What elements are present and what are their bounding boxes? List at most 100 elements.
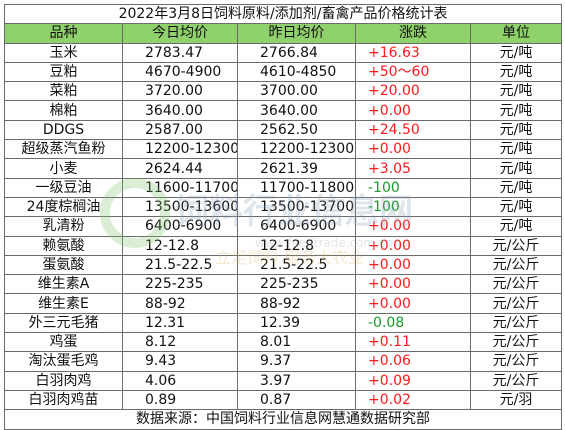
cell-today: 225-235 [122, 274, 238, 295]
table-row: 乳清粉 6400-6900 6400-6900 +0.00 元/吨 [4, 216, 563, 237]
table-row: 菜粕 3720.00 3700.00 +20.00 元/吨 [4, 81, 563, 102]
cell-unit: 元/吨 [469, 42, 563, 63]
cell-today: 0.89 [122, 389, 238, 411]
cell-name: 维生素E [4, 293, 123, 314]
cell-unit: 元/吨 [469, 81, 563, 102]
cell-today: 3720.00 [122, 81, 238, 102]
cell-today: 9.43 [122, 351, 238, 372]
cell-yesterday: 0.87 [237, 389, 356, 411]
cell-unit: 元/公斤 [469, 293, 563, 314]
cell-yesterday: 6400-6900 [237, 216, 356, 237]
cell-unit: 元/吨 [469, 61, 563, 83]
cell-today: 4.06 [122, 370, 238, 391]
cell-name: 维生素A [4, 274, 123, 295]
table-row: 豆粕 4670-4900 4610-4850 +50～60 元/吨 [4, 61, 563, 83]
cell-name: 外三元毛猪 [4, 312, 123, 334]
cell-today: 13500-13600 [122, 196, 238, 218]
cell-change: +0.00 [355, 274, 471, 295]
table-row: 一级豆油 11600-11700 11700-11800 -100 元/吨 [4, 177, 563, 198]
cell-yesterday: 13500-13700 [237, 196, 356, 218]
cell-today: 2624.44 [122, 158, 238, 179]
cell-name: 24度棕榈油 [4, 196, 123, 218]
table-row: 棉粕 3640.00 3640.00 +0.00 元/吨 [4, 100, 563, 121]
cell-today: 11600-11700 [122, 177, 238, 198]
cell-today: 12.31 [122, 312, 238, 334]
footer-row: 数据来源：中国饲料行业信息网慧通数据研究部 [3, 409, 563, 430]
cell-today: 2783.47 [122, 42, 238, 63]
cell-change: +0.06 [355, 351, 471, 372]
cell-unit: 元/公斤 [469, 332, 563, 353]
cell-yesterday: 8.01 [237, 332, 356, 353]
table-row: 24度棕榈油 13500-13600 13500-13700 -100 元/吨 [4, 196, 563, 218]
cell-yesterday: 21.5-22.5 [237, 254, 356, 276]
price-table: 2022年3月8日饲料原料/添加剂/畜禽产品价格统计表 品种 今日均价 昨日均价… [3, 3, 563, 430]
cell-today: 12200-12300 [122, 139, 238, 160]
cell-yesterday: 11700-11800 [237, 177, 356, 198]
cell-change: +3.05 [355, 158, 471, 179]
header-unit: 单位 [469, 23, 563, 44]
cell-yesterday: 2621.39 [237, 158, 356, 179]
cell-yesterday: 2562.50 [237, 119, 356, 141]
cell-unit: 元/公斤 [469, 274, 563, 295]
cell-change: +0.00 [355, 235, 471, 256]
cell-today: 3640.00 [122, 100, 238, 121]
cell-yesterday: 9.37 [237, 351, 356, 372]
cell-yesterday: 12200-12300 [237, 139, 356, 160]
cell-change: +0.00 [355, 254, 471, 276]
table-title: 2022年3月8日饲料原料/添加剂/畜禽产品价格统计表 [3, 3, 563, 25]
cell-today: 21.5-22.5 [122, 254, 238, 276]
cell-change: +50～60 [355, 61, 471, 83]
cell-yesterday: 3700.00 [237, 81, 356, 102]
cell-name: 乳清粉 [4, 216, 123, 237]
cell-change: +24.50 [355, 119, 471, 141]
table-row: 白羽肉鸡 4.06 3.97 +0.09 元/公斤 [4, 370, 563, 391]
cell-change: +0.11 [355, 332, 471, 353]
cell-unit: 元/羽 [469, 389, 563, 411]
cell-name: 白羽肉鸡 [4, 370, 123, 391]
header-change: 涨跌 [355, 23, 471, 44]
header-yesterday: 昨日均价 [237, 23, 356, 44]
cell-yesterday: 225-235 [237, 274, 356, 295]
cell-change: +0.00 [355, 216, 471, 237]
cell-unit: 元/吨 [469, 177, 563, 198]
cell-yesterday: 12-12.8 [237, 235, 356, 256]
cell-name: 淘汰蛋毛鸡 [4, 351, 123, 372]
cell-change: -100 [355, 196, 471, 218]
cell-name: 豆粕 [4, 61, 123, 83]
cell-today: 6400-6900 [122, 216, 238, 237]
cell-today: 4670-4900 [122, 61, 238, 83]
table-row: 玉米 2783.47 2766.84 +16.63 元/吨 [4, 42, 563, 63]
cell-name: 一级豆油 [4, 177, 123, 198]
cell-today: 88-92 [122, 293, 238, 314]
cell-change: +0.00 [355, 293, 471, 314]
cell-unit: 元/吨 [469, 119, 563, 141]
cell-yesterday: 4610-4850 [237, 61, 356, 83]
table-row: 蛋氨酸 21.5-22.5 21.5-22.5 +0.00 元/公斤 [4, 254, 563, 276]
cell-change: +16.63 [355, 42, 471, 63]
header-row: 品种 今日均价 昨日均价 涨跌 单位 [4, 23, 563, 44]
table-row: 维生素E 88-92 88-92 +0.00 元/公斤 [4, 293, 563, 314]
cell-name: 小麦 [4, 158, 123, 179]
cell-unit: 元/公斤 [469, 370, 563, 391]
cell-name: 菜粕 [4, 81, 123, 102]
table-row: 赖氨酸 12-12.8 12-12.8 +0.00 元/公斤 [4, 235, 563, 256]
cell-change: +0.09 [355, 370, 471, 391]
cell-name: 赖氨酸 [4, 235, 123, 256]
cell-unit: 元/吨 [469, 196, 563, 218]
table-row: 白羽肉鸡苗 0.89 0.87 +0.02 元/羽 [4, 389, 563, 411]
table-row: 鸡蛋 8.12 8.01 +0.11 元/公斤 [4, 332, 563, 353]
cell-name: 蛋氨酸 [4, 254, 123, 276]
cell-unit: 元/吨 [469, 139, 563, 160]
cell-unit: 元/吨 [469, 100, 563, 121]
cell-unit: 元/公斤 [469, 351, 563, 372]
cell-name: 超级蒸汽鱼粉 [4, 139, 123, 160]
data-source: 数据来源：中国饲料行业信息网慧通数据研究部 [3, 409, 563, 430]
cell-yesterday: 88-92 [237, 293, 356, 314]
cell-name: DDGS [4, 119, 123, 141]
cell-unit: 元/公斤 [469, 235, 563, 256]
cell-unit: 元/公斤 [469, 254, 563, 276]
cell-name: 棉粕 [4, 100, 123, 121]
cell-yesterday: 2766.84 [237, 42, 356, 63]
cell-change: +0.02 [355, 389, 471, 411]
